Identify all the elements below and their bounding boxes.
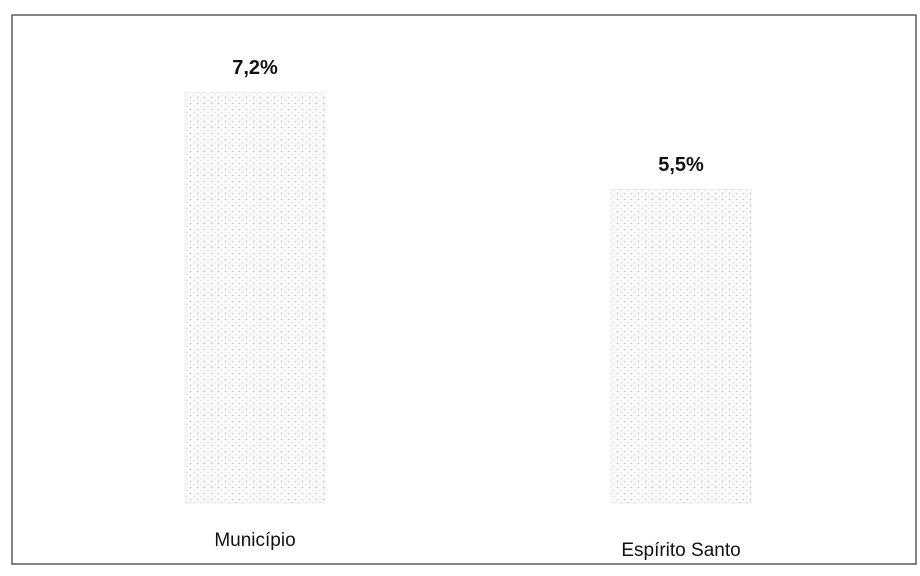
x-tick-label: Espírito Santo [621,540,740,561]
bar [610,189,752,504]
value-label: 5,5% [658,154,704,176]
value-label: 7,2% [232,57,278,79]
x-tick-label: Município [214,530,295,551]
bar [184,92,326,504]
chart-border [11,14,917,565]
